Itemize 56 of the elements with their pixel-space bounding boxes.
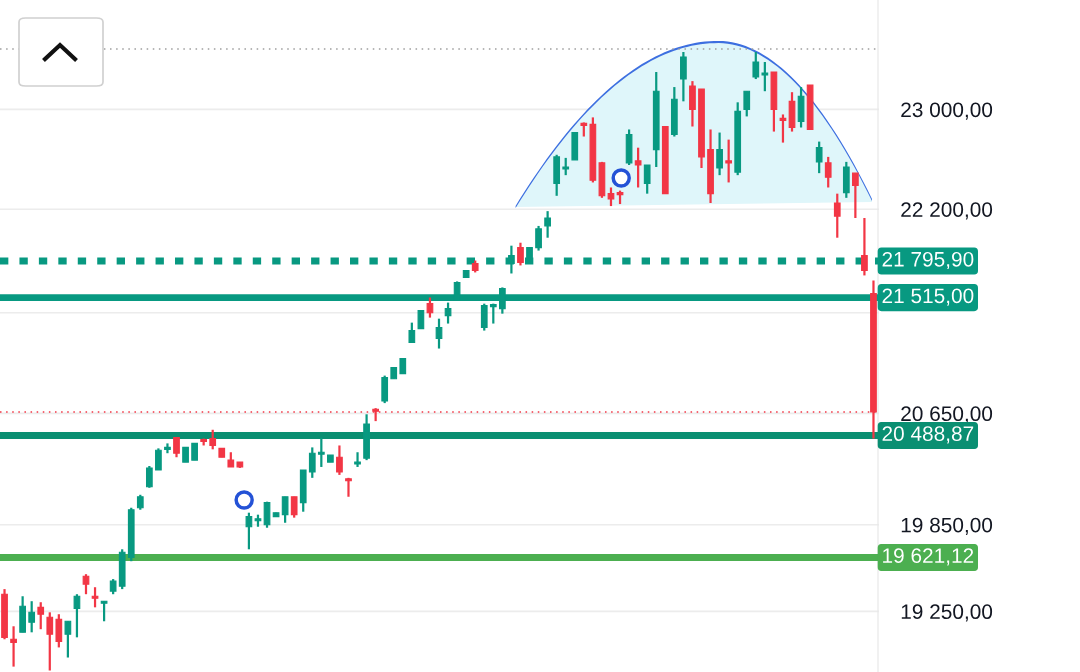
- y-tick-label: 22 200,00: [901, 202, 993, 220]
- candlestick: [145, 464, 153, 489]
- candlestick: [64, 620, 72, 659]
- candlestick: [46, 611, 54, 672]
- candlestick: [725, 138, 733, 184]
- candlestick: [689, 80, 696, 128]
- candlestick: [354, 451, 361, 469]
- candlestick: [489, 302, 497, 325]
- ref-line-label: 19 621,12: [883, 548, 974, 566]
- y-tick-label: 20 650,00: [901, 406, 993, 424]
- candlestick: [281, 495, 289, 524]
- candlestick: [55, 613, 63, 649]
- candlestick: [535, 224, 542, 252]
- candlestick: [761, 60, 769, 93]
- candlestick: [381, 374, 389, 405]
- candlestick: [544, 210, 551, 239]
- candlestick: [444, 301, 452, 325]
- candlestick: [28, 600, 36, 634]
- candlestick: [308, 446, 316, 479]
- candlestick: [716, 131, 723, 177]
- candlestick: [824, 155, 832, 189]
- candlestick: [164, 442, 171, 455]
- candlestick: [408, 321, 416, 344]
- candlestick: [517, 241, 524, 267]
- candlestick: [680, 50, 687, 103]
- candlestick: [833, 192, 841, 239]
- candlestick: [173, 436, 180, 459]
- candlestick: [779, 113, 787, 144]
- candlestick: [861, 216, 868, 277]
- candlestick: [245, 511, 253, 551]
- candlestick: [37, 601, 45, 631]
- ref-line-label: 21 795,90: [882, 251, 974, 270]
- candlestick: [155, 447, 162, 472]
- candlestick: [209, 428, 217, 451]
- candlestick: [634, 146, 642, 189]
- ref-line-label: 20 488,87: [882, 426, 974, 444]
- candlestick: [426, 296, 434, 319]
- candlestick: [91, 586, 99, 609]
- candlestick: [480, 302, 488, 332]
- candlestick: [10, 625, 17, 668]
- y-tick-label: 19 250,00: [901, 604, 993, 622]
- candlestick: [643, 163, 651, 195]
- candlestick: [317, 436, 325, 469]
- y-tick-label: 19 850,00: [901, 517, 993, 535]
- candlestick: [100, 600, 108, 623]
- ref-line-label: 21 515,00: [882, 288, 974, 306]
- candlestick: [752, 50, 760, 81]
- candlestick: [73, 593, 81, 639]
- candlestick: [435, 317, 443, 350]
- candlestick: [815, 140, 823, 175]
- candlestick: [82, 573, 90, 596]
- y-tick-label: 23 000,00: [901, 102, 993, 120]
- candlestick: [336, 444, 343, 477]
- candlestick: [743, 90, 751, 118]
- candlestick: [852, 172, 859, 220]
- candlestick: [290, 495, 298, 519]
